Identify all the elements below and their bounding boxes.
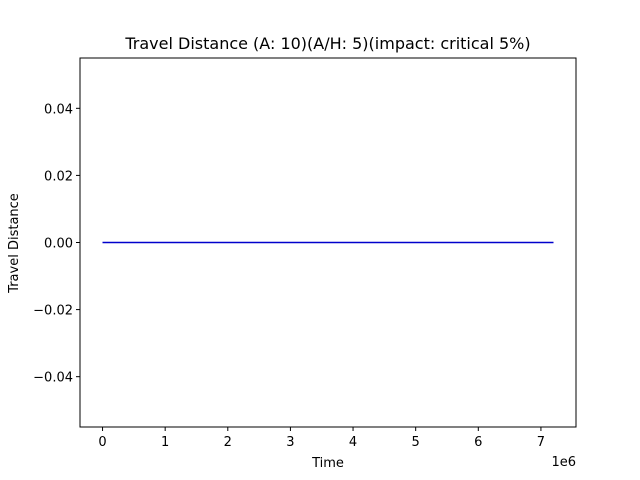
y-tick-label: 0.02	[44, 169, 73, 184]
y-axis-label: Travel Distance	[7, 193, 22, 294]
y-tick-label: −0.02	[33, 304, 73, 319]
chart-title: Travel Distance (A: 10)(A/H: 5)(impact: …	[124, 34, 530, 53]
y-tick-label: −0.04	[33, 371, 73, 386]
x-tick-label: 4	[349, 435, 357, 450]
y-tick-label: 0.00	[44, 237, 73, 252]
x-tick-label: 2	[224, 435, 232, 450]
x-tick-label: 6	[474, 435, 482, 450]
y-tick-label: 0.04	[44, 102, 73, 117]
x-tick-label: 0	[98, 435, 106, 450]
plot-area: 0 1 2 3 4 5 6 7 −0.04 −0.02 0.00 0.02 0.04	[33, 57, 577, 450]
x-tick-label: 1	[161, 435, 169, 450]
x-tick-label: 3	[286, 435, 294, 450]
x-tick-label: 5	[412, 435, 420, 450]
x-axis-label: Time	[311, 456, 344, 471]
x-tick-label: 7	[537, 435, 545, 450]
x-offset-label: 1e6	[551, 455, 576, 470]
